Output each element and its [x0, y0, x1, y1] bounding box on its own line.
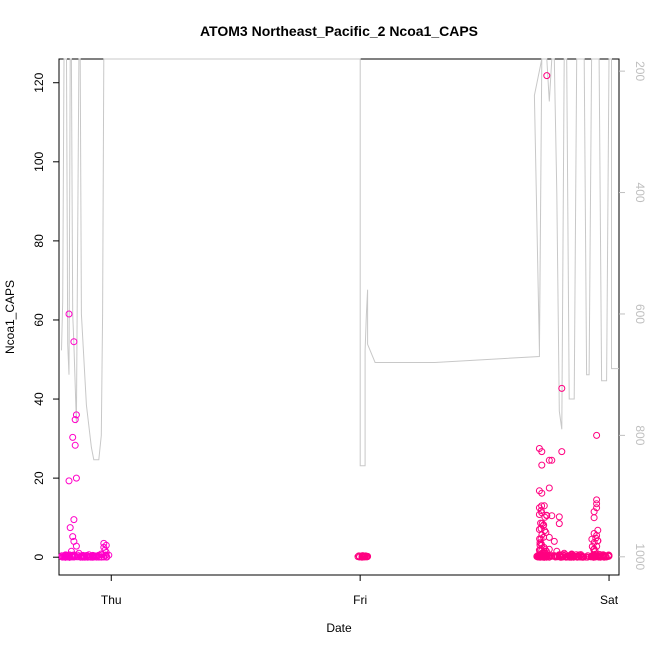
data-point — [590, 545, 598, 553]
right-tick-label: 800 — [633, 425, 647, 445]
data-point — [550, 537, 558, 545]
data-point — [80, 553, 88, 561]
y-axis-left: 0 20 40 60 80 100 120 — [32, 72, 59, 561]
right-tick-label: 600 — [633, 304, 647, 324]
data-point — [555, 553, 563, 561]
x-axis: Thu Fri Sat — [101, 575, 619, 607]
data-point — [100, 553, 108, 561]
data-point — [79, 552, 87, 560]
data-point — [101, 551, 109, 559]
data-point — [102, 541, 110, 549]
data-point — [87, 553, 95, 561]
points-layer — [58, 72, 613, 561]
y-axis-right: 200 400 600 800 1000 — [619, 61, 647, 570]
data-point — [91, 552, 99, 560]
y-tick-label: 120 — [32, 72, 46, 92]
data-point — [74, 551, 81, 559]
data-point — [555, 520, 563, 528]
data-point — [548, 456, 556, 464]
data-point — [61, 553, 69, 561]
y-tick-label: 60 — [32, 313, 46, 327]
right-tick-label: 200 — [633, 61, 647, 81]
data-point — [594, 526, 602, 534]
data-point — [555, 513, 563, 521]
data-point — [70, 553, 78, 561]
data-point — [579, 553, 587, 561]
data-point — [543, 72, 551, 80]
data-point — [535, 511, 543, 518]
data-point — [65, 553, 73, 561]
data-point — [535, 487, 543, 495]
data-point — [538, 509, 546, 517]
data-point — [538, 502, 546, 510]
y-axis-label: Ncoa1_CAPS — [3, 280, 17, 354]
y-tick-label: 80 — [32, 234, 46, 248]
right-tick-label: 400 — [633, 183, 647, 203]
data-point — [65, 310, 73, 318]
data-point — [72, 542, 80, 550]
data-point — [558, 384, 566, 392]
data-point — [538, 547, 546, 555]
data-point — [545, 484, 553, 492]
data-point — [538, 461, 546, 469]
data-point — [593, 496, 601, 504]
data-point — [588, 535, 596, 543]
data-point — [593, 431, 601, 439]
data-point — [363, 552, 370, 560]
data-point — [71, 416, 79, 424]
data-point — [72, 474, 80, 482]
data-point — [593, 552, 601, 560]
x-tick-label: Thu — [101, 593, 122, 607]
y-tick-label: 40 — [32, 392, 46, 406]
y-tick-label: 0 — [32, 554, 46, 561]
data-point — [598, 553, 606, 561]
data-point — [537, 540, 545, 548]
data-point — [71, 441, 79, 449]
data-point — [359, 553, 367, 561]
data-point — [536, 539, 544, 547]
right-tick-label: 1000 — [633, 543, 647, 570]
x-axis-label: Date — [326, 621, 352, 635]
data-point — [95, 553, 103, 561]
data-point — [556, 551, 564, 559]
data-point — [66, 524, 74, 532]
data-point — [103, 553, 111, 561]
data-point — [565, 552, 573, 560]
data-point — [590, 514, 598, 522]
data-point — [542, 529, 550, 536]
y-tick-label: 20 — [32, 471, 46, 485]
data-point — [602, 553, 610, 561]
data-point — [545, 456, 553, 464]
x-tick-label: Sat — [600, 593, 619, 607]
data-point — [65, 477, 73, 485]
x-tick-label: Fri — [353, 593, 367, 607]
data-point — [548, 512, 556, 520]
data-point — [69, 533, 77, 541]
data-point — [70, 516, 78, 524]
data-point — [69, 433, 77, 441]
data-point — [538, 489, 546, 497]
data-point — [105, 551, 113, 559]
data-point — [540, 521, 548, 529]
depth-line — [61, 58, 619, 467]
data-point — [558, 448, 566, 456]
data-point — [70, 338, 78, 346]
data-point — [536, 535, 544, 543]
y-tick-label: 100 — [32, 151, 46, 171]
data-point — [593, 500, 601, 508]
data-point — [560, 552, 567, 560]
depth-line-layer — [61, 58, 619, 467]
data-point — [72, 411, 80, 419]
data-point — [542, 553, 550, 561]
chart-title: ATOM3 Northeast_Pacific_2 Ncoa1_CAPS — [200, 23, 478, 39]
data-point — [58, 552, 66, 560]
data-point — [538, 448, 546, 456]
data-point — [541, 513, 549, 521]
data-point — [588, 552, 596, 560]
